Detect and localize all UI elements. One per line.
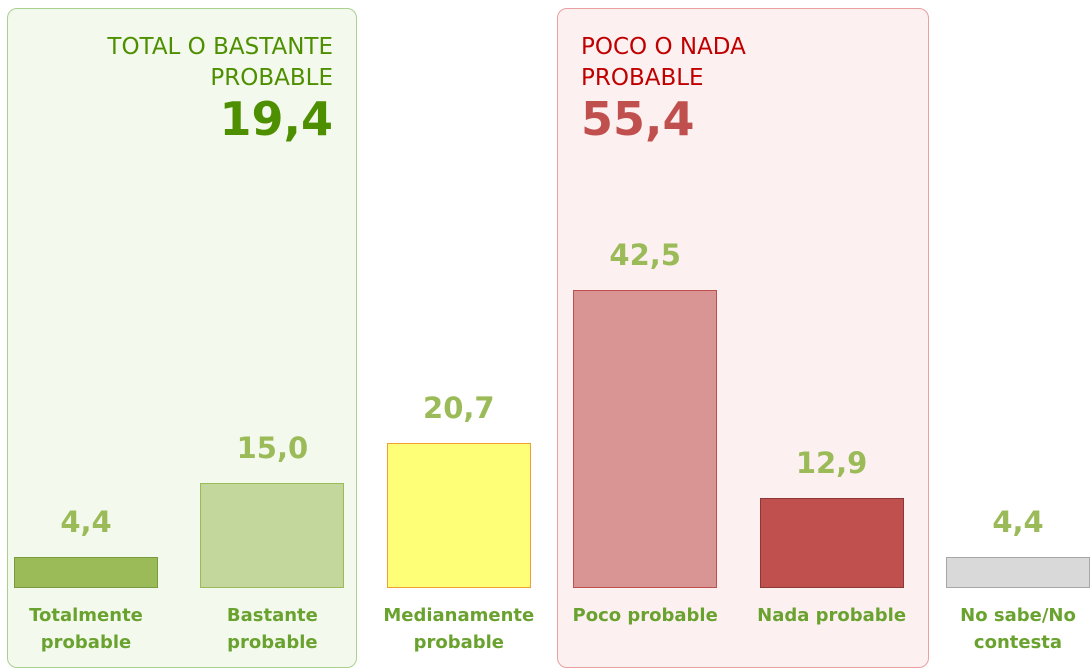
value-label: 42,5 [609,238,681,273]
category-label: Medianamente probable [383,605,535,653]
bar [14,557,158,588]
value-label: 12,9 [795,445,868,480]
value-label: 20,7 [423,390,495,425]
group-value: 55,4 [581,92,695,146]
value-label: 15,0 [236,430,309,465]
group-value: 19,4 [219,92,334,146]
bar [946,557,1090,588]
value-label: 4,4 [60,505,112,540]
group-title: POCO O NADA PROBABLE [581,34,746,91]
group-title: TOTAL O BASTANTE PROBABLE [107,34,333,91]
category-label: Nada probable [757,605,907,626]
value-label: 4,4 [992,505,1044,540]
bar [386,442,531,588]
bar [573,290,718,588]
bar [759,497,904,588]
bar [200,482,345,588]
category-label: Totalmente probable [29,605,143,653]
category-label: Bastante probable [226,605,318,653]
category-label: No sabe/No contesta [960,605,1076,653]
category-label: Poco probable [572,605,718,626]
